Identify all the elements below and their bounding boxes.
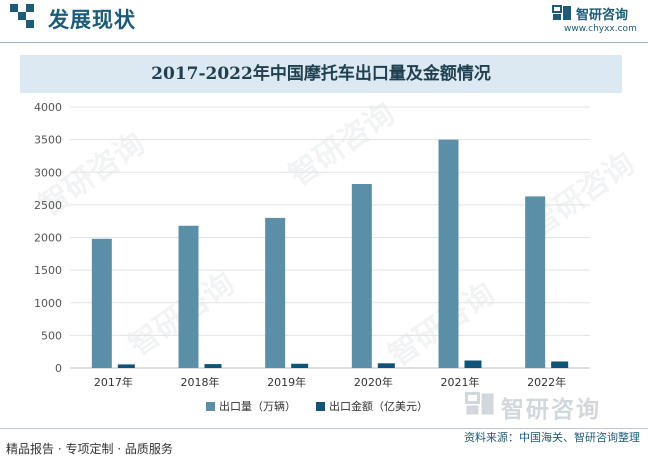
x-tick-label: 2022年 — [527, 375, 566, 389]
header-decoration — [26, 4, 34, 12]
y-tick-label: 2500 — [34, 199, 62, 212]
x-tick-label: 2017年 — [94, 375, 133, 389]
source-note: 资料来源：中国海关、智研咨询整理 — [464, 431, 640, 444]
header-bar: 发展现状 智研咨询 www.chyxx.com — [0, 0, 648, 44]
bar-export-value — [551, 361, 569, 368]
bar-export-volume — [91, 238, 112, 368]
header-decoration — [18, 12, 26, 20]
page-title: 发展现状 — [48, 8, 136, 32]
brand-logo-icon — [552, 5, 571, 20]
y-tick-label: 3500 — [34, 134, 62, 147]
y-tick-label: 0 — [55, 362, 62, 375]
x-tick-label: 2018年 — [181, 375, 220, 389]
bar-export-volume — [351, 183, 372, 368]
x-tick-label: 2020年 — [354, 375, 393, 389]
legend-label-export-volume: 出口量（万辆） — [219, 399, 296, 413]
legend-label-export-value: 出口金额（亿美元） — [329, 399, 428, 413]
bar-export-volume — [265, 217, 286, 368]
watermark-logo-icon — [465, 392, 494, 415]
y-tick-label: 2000 — [34, 232, 62, 245]
chart-title: 2017-2022年中国摩托车出口量及金额情况 — [151, 64, 491, 84]
x-tick-label: 2021年 — [441, 375, 480, 389]
bar-export-value — [377, 363, 395, 368]
y-tick-label: 3000 — [34, 166, 62, 179]
x-tick-label: 2019年 — [267, 375, 306, 389]
y-tick-label: 1500 — [34, 264, 62, 277]
y-tick-label: 1000 — [34, 297, 62, 310]
header-divider — [0, 42, 648, 43]
y-tick-label: 4000 — [34, 101, 62, 114]
watermark-brand: 智研咨询 — [465, 388, 645, 423]
brand-url: www.chyxx.com — [564, 24, 637, 34]
bar-export-value — [117, 364, 135, 368]
chart-title-band: 2017-2022年中国摩托车出口量及金额情况 — [20, 55, 622, 93]
y-tick-label: 500 — [41, 329, 62, 342]
brand-logo-group: 智研咨询 www.chyxx.com — [552, 3, 642, 39]
bar-chart: 0 500 1000 1500 2000 2500 3000 3500 4000 2017年 201… — [34, 101, 590, 413]
header-decoration — [10, 4, 18, 12]
bar-export-volume — [525, 196, 546, 368]
footer-divider — [0, 428, 648, 429]
header-decoration — [26, 20, 34, 28]
bar-export-value — [291, 363, 309, 368]
bar-export-volume — [178, 225, 199, 368]
bar-export-value — [464, 360, 482, 368]
watermark-brand-text: 智研咨询 — [501, 397, 601, 423]
legend-swatch-export-volume — [206, 402, 215, 411]
footer-tagline: 精品报告 · 专项定制 · 品质服务 — [6, 442, 173, 456]
legend-swatch-export-value — [316, 402, 325, 411]
bar-export-value — [204, 364, 222, 368]
brand-name: 智研咨询 — [576, 8, 629, 23]
bar-export-volume — [438, 139, 459, 368]
